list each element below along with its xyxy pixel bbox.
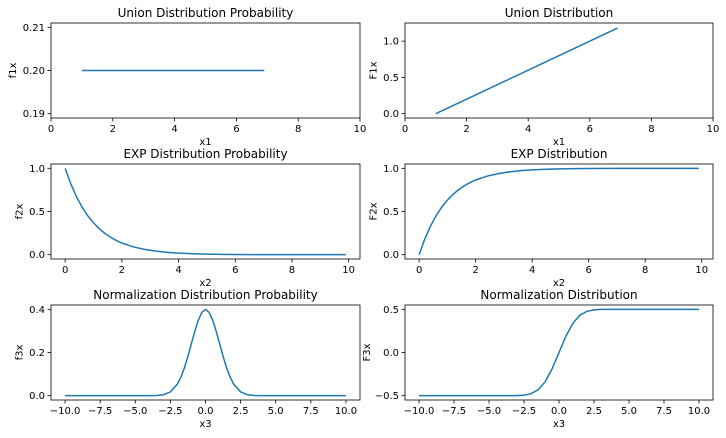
subplot-2: 0 2 4 6 8 10 0.0 0.5 1.0 Union Distribution x1 F1x <box>368 6 719 148</box>
series-line-4-1 <box>418 167 699 255</box>
x-axis-label: x2 <box>199 278 211 289</box>
x-tick-label: 8 <box>295 124 301 135</box>
x-tick-label: 0 <box>48 124 54 135</box>
y-tick-label: 0.5 <box>383 207 399 218</box>
x-tick-label: 0 <box>62 265 68 276</box>
x-tick-label: −2.5 <box>158 406 182 417</box>
subplot-title: Union Distribution <box>505 6 614 20</box>
series-line-6-1 <box>419 308 699 397</box>
x-tick-label: −10.0 <box>404 406 435 417</box>
x-tick-label: 2.5 <box>233 406 249 417</box>
x-tick-label: −5.0 <box>477 406 501 417</box>
series-line-5-1 <box>65 308 346 397</box>
x-tick-label: 10.0 <box>688 406 710 417</box>
x-tick-label: 0 <box>402 124 408 135</box>
x-tick-label: 4 <box>171 124 177 135</box>
y-axis-label: f1x <box>8 63 19 79</box>
x-tick-label: 7.5 <box>656 406 672 417</box>
y-tick-label: 1.0 <box>383 37 399 48</box>
x-tick-label: 2.5 <box>586 406 602 417</box>
subplot-title: Normalization Distribution Probability <box>93 288 317 302</box>
x-tick-label: −7.5 <box>442 406 466 417</box>
y-tick-label: 0.20 <box>23 66 45 77</box>
x-axis-label: x1 <box>553 137 565 148</box>
x-tick-label: 6 <box>587 124 593 135</box>
x-tick-label: 6 <box>232 265 238 276</box>
x-axis-label: x3 <box>199 419 211 430</box>
x-tick-label: −7.5 <box>88 406 112 417</box>
x-axis-label: x1 <box>199 137 211 148</box>
subplot-title: EXP Distribution Probability <box>123 147 287 161</box>
subplot-5: −10.0 −7.5 −5.0 −2.5 0.0 2.5 5.0 7.5 10.0 0.0 0.2 0… <box>14 288 361 430</box>
y-tick-label: 1.0 <box>29 164 45 175</box>
subplot-4: 0 2 4 6 8 10 0.0 0.5 1.0 EXP Distribution x2 F2x <box>368 147 714 289</box>
x-axis-label: x3 <box>553 419 565 430</box>
plot-frame <box>50 163 361 260</box>
x-tick-label: 10.0 <box>335 406 357 417</box>
x-tick-label: 2 <box>110 124 116 135</box>
y-axis-label: f3x <box>14 345 25 361</box>
x-tick-label: 10 <box>342 265 355 276</box>
x-tick-label: 2 <box>119 265 125 276</box>
x-tick-label: −10.0 <box>50 406 81 417</box>
x-tick-label: 7.5 <box>303 406 319 417</box>
y-tick-label: 0.0 <box>29 250 45 261</box>
y-tick-label: 0.0 <box>383 348 399 359</box>
plot-frame <box>404 22 714 119</box>
subplot-6: −10.0 −7.5 −5.0 −2.5 0.0 2.5 5.0 7.5 10.0 −0.5 0.0… <box>362 288 714 430</box>
x-axis-label: x2 <box>553 278 565 289</box>
y-tick-label: 0.0 <box>29 391 45 402</box>
x-tick-label: 10 <box>695 265 708 276</box>
x-tick-label: 8 <box>642 265 648 276</box>
x-tick-label: 6 <box>585 265 591 276</box>
y-tick-label: 0.2 <box>29 348 45 359</box>
x-tick-label: −5.0 <box>123 406 147 417</box>
x-tick-label: −2.5 <box>512 406 536 417</box>
y-tick-label: −0.5 <box>375 391 399 402</box>
x-tick-label: 0.0 <box>198 406 214 417</box>
y-tick-label: 0.19 <box>23 109 45 120</box>
x-tick-label: 8 <box>648 124 654 135</box>
plot-frame <box>50 304 361 401</box>
y-tick-label: 0.5 <box>383 73 399 84</box>
y-tick-label: 0.21 <box>23 23 45 34</box>
subplot-3: 0 2 4 6 8 10 0.0 0.5 1.0 EXP Distribution Probabi… <box>14 147 361 289</box>
x-tick-label: 0.0 <box>551 406 567 417</box>
y-tick-label: 0.5 <box>29 207 45 218</box>
subplot-title: Union Distribution Probability <box>118 6 294 20</box>
x-tick-label: 10 <box>354 124 367 135</box>
x-tick-label: 8 <box>289 265 295 276</box>
x-tick-label: 0 <box>416 265 422 276</box>
subplot-1: 0 2 4 6 8 10 0.19 0.20 0.21 Union Distribution Pr… <box>8 6 366 148</box>
x-tick-label: 4 <box>525 124 531 135</box>
y-axis-label: f2x <box>14 204 25 220</box>
x-tick-label: 4 <box>529 265 535 276</box>
x-tick-label: 10 <box>707 124 720 135</box>
subplot-title: EXP Distribution <box>511 147 608 161</box>
plot-frame <box>404 163 714 260</box>
y-tick-label: 0.0 <box>383 250 399 261</box>
x-tick-label: 4 <box>175 265 181 276</box>
subplot-title: Normalization Distribution <box>480 288 637 302</box>
x-tick-label: 5.0 <box>268 406 284 417</box>
x-tick-label: 2 <box>472 265 478 276</box>
x-tick-label: 6 <box>233 124 239 135</box>
x-tick-label: 2 <box>463 124 469 135</box>
y-tick-label: 0.5 <box>383 305 399 316</box>
y-axis-label: F3x <box>362 343 373 361</box>
x-tick-label: 5.0 <box>621 406 637 417</box>
y-tick-label: 0.0 <box>383 109 399 120</box>
y-axis-label: F2x <box>368 202 379 220</box>
series-line-2-1 <box>435 27 618 115</box>
series-line-3-1 <box>64 168 346 256</box>
y-axis-label: F1x <box>368 61 379 79</box>
y-tick-label: 1.0 <box>383 164 399 175</box>
y-tick-label: 0.4 <box>29 305 45 316</box>
